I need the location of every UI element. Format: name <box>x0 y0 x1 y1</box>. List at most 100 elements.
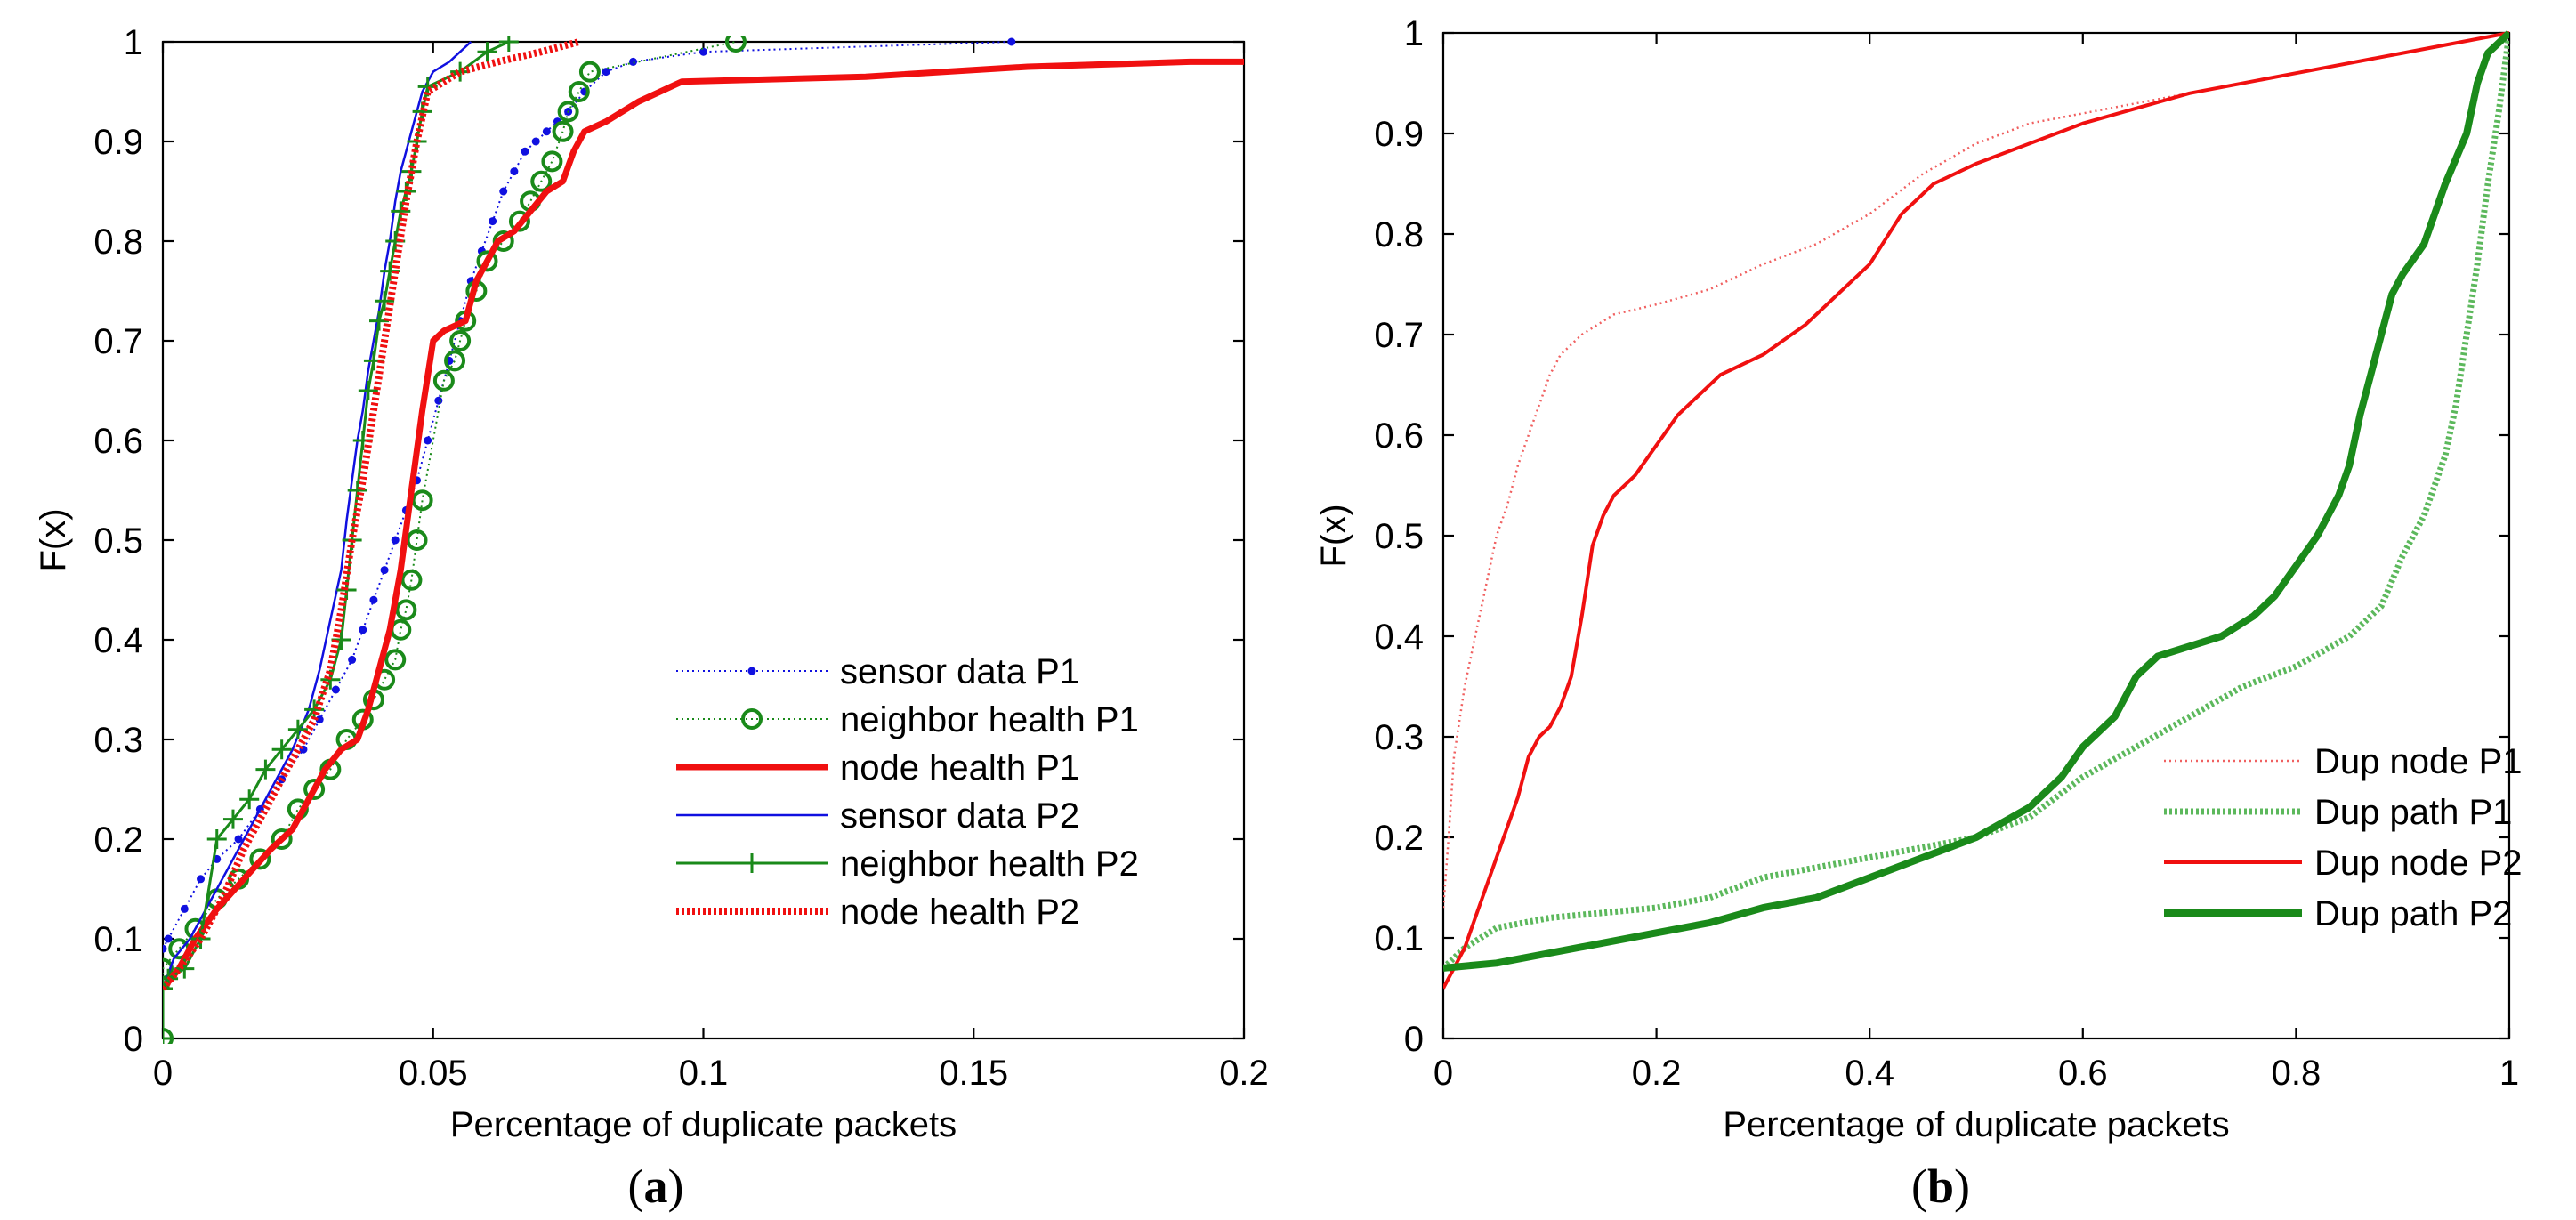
marker-dot <box>531 137 540 146</box>
marker-plus <box>375 291 395 311</box>
marker-circle <box>249 848 271 870</box>
marker-dot <box>1007 37 1016 46</box>
marker-dot <box>359 626 367 634</box>
marker-circle <box>390 618 412 641</box>
marker-circle <box>411 489 433 512</box>
marker-plus <box>358 381 378 400</box>
marker-dot <box>163 944 167 953</box>
marker-circle <box>578 61 601 83</box>
marker-circle <box>271 828 293 850</box>
series-dup-path-p1 <box>1443 32 2509 971</box>
marker-circle-legend <box>741 708 763 730</box>
series-line <box>1443 32 2509 971</box>
marker-circle <box>541 150 563 173</box>
y-tick-label: 0.2 <box>1374 819 1424 858</box>
x-axis-title: Percentage of duplicate packets <box>450 1105 957 1144</box>
marker-plus <box>412 101 432 122</box>
marker-circle <box>568 81 590 102</box>
marker-dot <box>499 187 508 196</box>
marker-circle <box>552 120 574 142</box>
series-line <box>163 38 580 991</box>
marker-dot <box>391 536 400 545</box>
y-tick-label: 0.7 <box>93 322 143 361</box>
y-tick-label: 0 <box>1404 1020 1424 1059</box>
chart-panel-a: 0 0.05 0.1 0.15 0.2 0 0.1 0.2 0.3 0.4 0.5 0.6 0.7 0.8… <box>34 23 1269 1213</box>
y-tick-label: 0.2 <box>93 820 143 860</box>
marker-circle <box>303 779 326 800</box>
x-tick-label: 0.15 <box>939 1054 1008 1093</box>
x-axis-title: Percentage of duplicate packets <box>1723 1105 2229 1144</box>
marker-dot <box>348 655 357 664</box>
marker-plus <box>287 719 308 739</box>
marker-dot <box>164 934 173 943</box>
marker-plus <box>190 929 211 949</box>
x-tick-label: 0 <box>1433 1054 1453 1093</box>
panel-label-letter: a <box>644 1159 668 1213</box>
marker-dot <box>629 57 638 66</box>
panel-label-paren-close: ) <box>668 1159 684 1213</box>
marker-plus-legend <box>742 853 762 873</box>
marker-plus <box>163 979 173 998</box>
marker-dot <box>331 685 340 694</box>
marker-plus <box>255 759 276 780</box>
y-tick-label: 0.9 <box>1374 115 1424 154</box>
marker-dot <box>234 835 243 844</box>
legend: sensor data P1 neighbor health P1 node hea… <box>676 652 1139 932</box>
marker-dot <box>542 127 551 136</box>
legend-label: sensor data P2 <box>840 796 1079 836</box>
marker-dot <box>315 715 324 724</box>
y-tick-label: 0.8 <box>93 222 143 262</box>
marker-dot <box>380 566 389 575</box>
marker-dot-legend <box>747 667 756 675</box>
marker-dot <box>424 436 432 445</box>
marker-circle <box>724 36 747 53</box>
marker-circle <box>395 599 417 621</box>
marker-dot <box>369 595 378 604</box>
panel-label: (a) <box>628 1159 684 1213</box>
legend-label: Dup node P2 <box>2314 844 2523 883</box>
x-tick-label: 0.05 <box>399 1054 468 1093</box>
legend-label: neighbor health P2 <box>840 844 1139 884</box>
marker-circle <box>406 529 428 551</box>
series-line <box>1443 30 2509 972</box>
plot-area-box <box>161 40 1246 1040</box>
marker-plus <box>222 809 243 829</box>
legend-label: Dup path P1 <box>2314 793 2512 832</box>
y-tick-label: 0.3 <box>93 721 143 760</box>
series-dup-node-p2 <box>1443 31 2509 990</box>
y-tick-label: 0.3 <box>1374 718 1424 757</box>
y-tick-label: 0.4 <box>1374 618 1424 657</box>
legend-label: neighbor health P1 <box>840 700 1139 739</box>
x-tick-label: 0.2 <box>1632 1054 1682 1093</box>
marker-circle <box>432 369 455 392</box>
marker-dot <box>602 68 610 77</box>
y-tick-label: 0.1 <box>1374 919 1424 958</box>
marker-dot <box>699 47 707 56</box>
legend-label: node health P1 <box>840 748 1079 788</box>
y-tick-label: 0.5 <box>1374 517 1424 556</box>
y-tick-label: 0.6 <box>93 422 143 461</box>
marker-circle <box>384 649 407 671</box>
chart-panel-b: 0 0.2 0.4 0.6 0.8 1 0 0.1 0.2 0.3 0.4 0.5 0.6 0.7 0.8 0… <box>1314 14 2523 1213</box>
x-tick-label: 0.6 <box>2058 1054 2108 1093</box>
y-tick-label: 0.7 <box>1374 316 1424 355</box>
series-line <box>163 41 472 990</box>
legend-label: sensor data P1 <box>840 652 1079 691</box>
marker-dot <box>197 875 206 884</box>
marker-circle <box>400 569 423 591</box>
y-tick-label: 0 <box>124 1020 143 1059</box>
x-tick-label: 0.1 <box>679 1054 729 1093</box>
marker-plus <box>477 42 497 62</box>
marker-circle <box>530 170 553 192</box>
legend: Dup node P1 Dup path P1 Dup node P2 Dup pat… <box>2164 742 2523 933</box>
y-axis-title: F(x) <box>34 508 73 571</box>
series-dup-node-p1 <box>1443 31 2509 909</box>
marker-plus <box>369 311 389 331</box>
panel-label-letter: b <box>1927 1159 1954 1213</box>
marker-circle <box>163 957 174 980</box>
y-tick-label: 0.4 <box>93 621 143 660</box>
marker-circle <box>444 350 466 372</box>
marker-dot <box>521 147 529 156</box>
legend-label: node health P2 <box>840 893 1079 932</box>
series-node-health-p1 <box>163 58 1244 991</box>
